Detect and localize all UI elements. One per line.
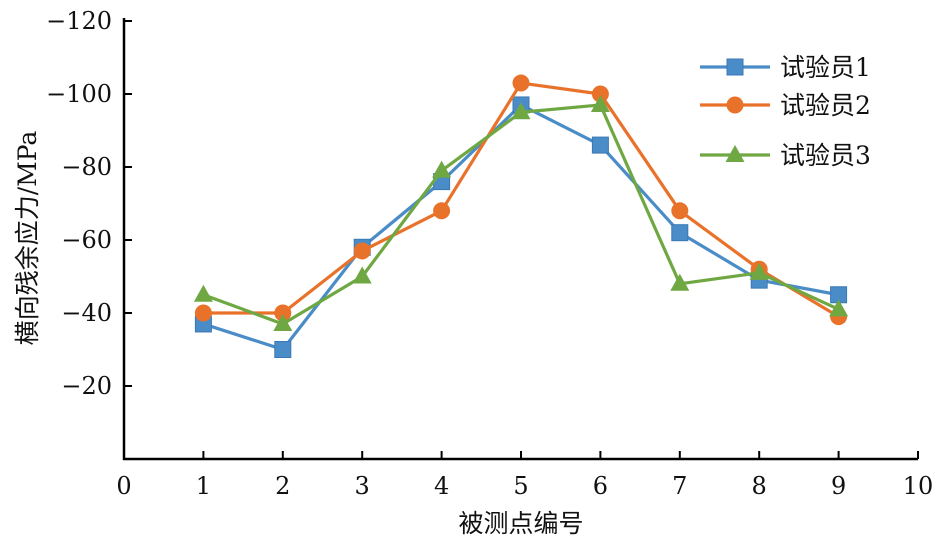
data-point-triangle <box>273 313 293 331</box>
data-point-triangle <box>725 145 745 162</box>
data-point-circle <box>194 304 212 322</box>
legend-item-1: 试验员1 <box>700 53 871 82</box>
data-point-triangle <box>829 299 849 317</box>
data-point-circle <box>512 74 530 92</box>
data-point-triangle <box>749 262 769 280</box>
data-point-circle <box>726 96 744 114</box>
y-tick-label: −80 <box>61 153 112 181</box>
y-tick-label: −120 <box>46 7 112 35</box>
x-tick-label: 7 <box>672 472 687 500</box>
x-tick-label: 0 <box>116 472 131 500</box>
x-tick-label: 8 <box>752 472 767 500</box>
data-point-triangle <box>590 94 610 112</box>
legend-item-3: 试验员3 <box>700 141 871 170</box>
x-tick-label: 9 <box>831 472 846 500</box>
series-3 <box>193 94 849 331</box>
data-point-circle <box>274 304 292 322</box>
legend-label: 试验员2 <box>780 91 871 120</box>
x-tick-label: 10 <box>903 472 934 500</box>
data-point-circle <box>591 85 609 103</box>
y-tick-label: −60 <box>61 226 112 254</box>
legend-label: 试验员3 <box>780 141 871 170</box>
series-2 <box>194 74 848 326</box>
data-point-circle <box>433 202 451 220</box>
y-tick-label: −40 <box>61 299 112 327</box>
y-tick-label: −20 <box>61 372 112 400</box>
legend-item-2: 试验员2 <box>700 91 871 120</box>
data-point-circle <box>353 242 371 260</box>
x-tick-label: 4 <box>434 472 449 500</box>
data-point-triangle <box>432 160 452 178</box>
data-point-triangle <box>193 284 213 302</box>
data-point-square <box>591 136 609 154</box>
data-point-square <box>726 58 744 76</box>
x-tick-label: 6 <box>593 472 608 500</box>
x-tick-label: 1 <box>196 472 211 500</box>
legend: 试验员1 试验员2 试验员3 <box>700 53 871 170</box>
x-tick-label: 2 <box>275 472 290 500</box>
ticks: 0 1 2 3 4 5 6 7 8 9 10 −20 −40 −60 −80 −100 −120 <box>46 7 933 500</box>
legend-label: 试验员1 <box>780 53 871 82</box>
x-tick-label: 3 <box>355 472 370 500</box>
series <box>193 74 849 358</box>
x-axis-title: 被测点编号 <box>458 509 583 538</box>
data-point-circle <box>671 202 689 220</box>
series-line <box>202 103 840 326</box>
x-tick-label: 5 <box>513 472 528 500</box>
data-point-triangle <box>352 266 372 284</box>
data-point-square <box>274 341 292 358</box>
data-point-square <box>671 224 689 242</box>
y-tick-label: −100 <box>46 80 112 108</box>
y-axis-title: 横向残余应力/MPa <box>13 131 42 346</box>
data-point-triangle <box>511 102 531 120</box>
data-point-triangle <box>670 273 690 291</box>
